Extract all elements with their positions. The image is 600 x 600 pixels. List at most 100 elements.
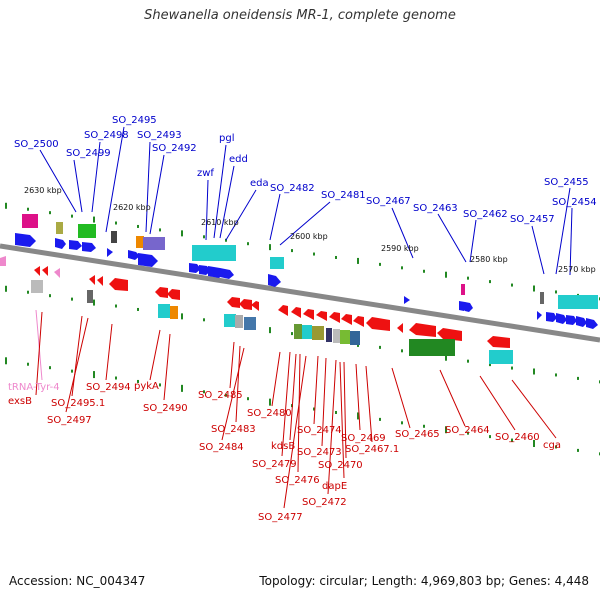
gene-label[interactable]: SO_2455 — [544, 177, 589, 188]
gene-label[interactable]: SO_2460 — [495, 432, 540, 443]
domain-box[interactable] — [78, 224, 96, 238]
gene-label[interactable]: SO_2500 — [14, 139, 59, 150]
gene-label[interactable]: SO_2467.1 — [345, 444, 399, 455]
reverse-domains[interactable] — [31, 280, 513, 364]
gene-label[interactable]: SO_2480 — [247, 408, 292, 419]
domain-box[interactable] — [235, 315, 243, 328]
gene-arrow[interactable] — [15, 233, 36, 247]
domain-box[interactable] — [170, 306, 178, 319]
gene-arrow[interactable] — [220, 268, 234, 279]
gene-label[interactable]: SO_2495.1 — [51, 398, 105, 409]
domain-box[interactable] — [136, 236, 144, 248]
gene-label[interactable]: SO_2482 — [270, 183, 315, 194]
domain-box[interactable] — [22, 214, 38, 228]
domain-box[interactable] — [158, 304, 170, 318]
gene-arrow[interactable] — [128, 250, 140, 260]
gene-label[interactable]: SO_2497 — [47, 415, 92, 426]
gene-arrow[interactable] — [316, 311, 327, 321]
gene-label[interactable]: SO_2462 — [463, 209, 508, 220]
gene-arrow[interactable] — [353, 316, 364, 327]
gene-label[interactable]: SO_2499 — [66, 148, 111, 159]
gene-arrow[interactable] — [341, 314, 352, 325]
gene-label[interactable]: SO_2476 — [275, 475, 320, 486]
gene-arrow[interactable] — [487, 336, 510, 348]
gene-arrow[interactable] — [42, 266, 48, 276]
gene-label[interactable]: zwf — [197, 168, 214, 179]
gene-arrow[interactable] — [329, 312, 340, 323]
gene-arrow[interactable] — [89, 275, 95, 285]
domain-box[interactable] — [302, 325, 312, 339]
gene-label[interactable]: pgl — [219, 133, 234, 144]
domain-box[interactable] — [31, 280, 43, 293]
gene-arrow[interactable] — [437, 328, 462, 341]
gene-arrow[interactable] — [278, 305, 288, 316]
domain-box[interactable] — [461, 284, 465, 295]
gene-label[interactable]: dapE — [322, 481, 347, 492]
gene-label[interactable]: SO_2467 — [366, 196, 411, 207]
domain-box[interactable] — [340, 330, 350, 344]
gene-arrow[interactable] — [82, 242, 96, 252]
gene-arrow[interactable] — [0, 256, 6, 266]
gene-label[interactable]: kdsB — [271, 441, 295, 452]
gene-label[interactable]: SO_2495 — [112, 115, 157, 126]
gene-arrow[interactable] — [291, 307, 301, 318]
gene-arrow[interactable] — [537, 311, 542, 320]
gene-arrow[interactable] — [546, 312, 557, 322]
gene-label[interactable]: cga — [543, 440, 561, 451]
gene-arrow[interactable] — [404, 296, 410, 304]
gene-arrow[interactable] — [54, 268, 60, 278]
gene-label[interactable]: SO_2481 — [321, 190, 366, 201]
gene-arrow[interactable] — [465, 302, 473, 312]
domain-box[interactable] — [333, 329, 340, 343]
reverse-features[interactable] — [0, 256, 510, 348]
gene-arrow[interactable] — [69, 240, 82, 250]
gene-arrow[interactable] — [409, 323, 436, 337]
domain-box[interactable] — [244, 317, 256, 330]
gene-arrow[interactable] — [566, 315, 577, 325]
gene-label[interactable]: edd — [229, 154, 248, 165]
gene-label[interactable]: SO_2473 — [297, 447, 342, 458]
gene-label[interactable]: eda — [250, 178, 269, 189]
domain-box[interactable] — [270, 257, 284, 269]
gene-label[interactable]: SO_2465 — [395, 429, 440, 440]
gene-label[interactable]: SO_2485 — [198, 390, 243, 401]
gene-label[interactable]: SO_2470 — [318, 460, 363, 471]
gene-label[interactable]: SO_2494 — [86, 382, 131, 393]
domain-box[interactable] — [224, 314, 236, 327]
gene-arrow[interactable] — [268, 274, 281, 287]
gene-arrow[interactable] — [397, 323, 403, 333]
domain-box[interactable] — [294, 324, 302, 339]
gene-arrow[interactable] — [155, 287, 168, 298]
gene-label[interactable]: SO_2484 — [199, 442, 244, 453]
gene-label[interactable]: SO_2498 — [84, 130, 129, 141]
gene-arrow[interactable] — [227, 297, 240, 308]
gene-arrow[interactable] — [34, 266, 40, 276]
gene-label[interactable]: pykA — [134, 381, 159, 392]
gene-label[interactable]: SO_2479 — [252, 459, 297, 470]
domain-box[interactable] — [312, 326, 324, 340]
domain-box[interactable] — [56, 222, 63, 234]
gene-label[interactable]: SO_2457 — [510, 214, 555, 225]
gene-label[interactable]: SO_2483 — [211, 424, 256, 435]
gene-arrow[interactable] — [97, 276, 103, 286]
gene-label[interactable]: SO_2454 — [552, 197, 597, 208]
gene-label[interactable]: SO_2474 — [297, 425, 342, 436]
domain-box[interactable] — [143, 237, 165, 250]
gene-arrow[interactable] — [55, 238, 66, 249]
gene-label[interactable]: SO_2490 — [143, 403, 188, 414]
domain-box[interactable] — [111, 231, 117, 243]
gene-label[interactable]: SO_2469 — [341, 433, 386, 444]
forward-features[interactable] — [15, 233, 598, 329]
gene-arrow[interactable] — [138, 253, 158, 267]
domain-box[interactable] — [489, 350, 513, 364]
domain-box[interactable] — [326, 328, 332, 342]
domain-box[interactable] — [540, 292, 544, 304]
domain-box[interactable] — [350, 331, 360, 345]
gene-arrow[interactable] — [109, 278, 128, 291]
gene-label[interactable]: SO_2463 — [413, 203, 458, 214]
forward-domains[interactable] — [22, 214, 598, 309]
gene-arrow[interactable] — [303, 309, 314, 320]
gene-label[interactable]: SO_2492 — [152, 143, 197, 154]
gene-arrow[interactable] — [167, 289, 180, 300]
